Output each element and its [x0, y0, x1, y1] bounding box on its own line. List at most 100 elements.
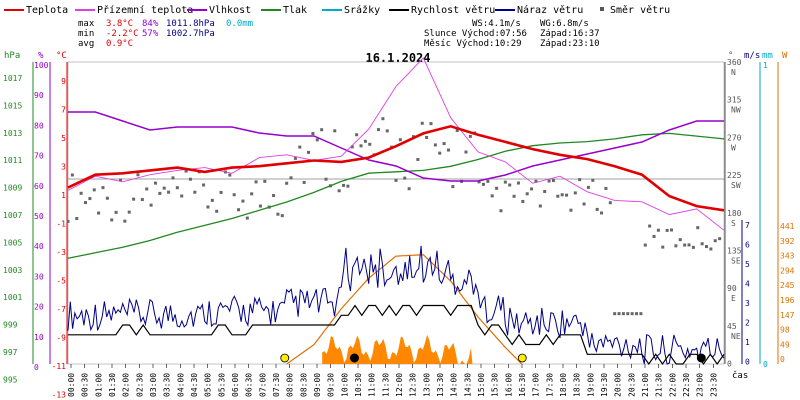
wind-direction-point	[250, 192, 254, 196]
wind-direction-point	[311, 132, 315, 136]
wind-direction-point	[446, 148, 450, 152]
wind-direction-point	[530, 187, 534, 191]
wind-direction-point	[613, 312, 617, 316]
tick-wind-dir-label: NE	[731, 332, 741, 341]
wind-direction-point	[363, 139, 367, 143]
tick-wind-speed: 3	[745, 299, 750, 308]
x-tick-label: 23:30	[709, 373, 718, 397]
x-tick-label: 04:00	[176, 373, 185, 397]
stat-wind-gust: WG:6.8m/s	[540, 19, 589, 29]
wind-direction-point	[578, 178, 582, 182]
stat-moon-rise: Měsíc Východ:10:29	[424, 39, 522, 49]
stat-min-temp: -2.2°C	[106, 29, 139, 39]
wind-direction-point	[188, 177, 192, 181]
x-tick-label: 06:00	[231, 373, 240, 397]
wind-direction-point	[639, 312, 643, 316]
sunrise-marker	[280, 353, 290, 363]
tick-humidity: 0	[34, 363, 39, 372]
tick-pressure: 997	[3, 348, 18, 357]
wind-direction-point	[538, 204, 542, 208]
x-tick-label: 02:30	[135, 373, 144, 397]
tick-temp: -7	[56, 305, 66, 314]
x-tick-label: 16:30	[518, 373, 527, 397]
x-tick-label: 07:30	[272, 373, 281, 397]
x-tick-label: 13:00	[422, 373, 431, 397]
wind-direction-point	[403, 176, 407, 180]
wind-direction-point	[433, 143, 437, 147]
tick-wind-dir-label: E	[731, 294, 736, 303]
wind-direction-point	[508, 183, 512, 187]
wind-direction-point	[661, 245, 665, 249]
x-tick-label: 22:00	[668, 373, 677, 397]
wind-direction-point	[368, 142, 372, 146]
x-tick-label: 21:00	[641, 373, 650, 397]
wind-direction-point	[280, 214, 284, 218]
x-tick-label: 09:30	[327, 373, 336, 397]
wind-direction-point	[215, 209, 219, 213]
tick-wind-speed: 1	[745, 338, 750, 347]
unit-ms: m/s	[744, 51, 760, 61]
wind-direction-point	[79, 191, 83, 195]
wind-direction-point	[696, 226, 700, 230]
wind-direction-point	[175, 186, 179, 190]
x-tick-label: 13:30	[436, 373, 445, 397]
unit-mm: mm	[762, 51, 773, 61]
x-tick-label: 15:30	[491, 373, 500, 397]
legend-label-smer-vetru: Směr větru	[610, 4, 670, 16]
x-tick-label: 18:30	[573, 373, 582, 397]
wind-direction-point	[110, 218, 114, 222]
tick-wind-speed: 6	[745, 241, 750, 250]
tick-humidity: 40	[34, 242, 44, 251]
wind-direction-point	[258, 204, 262, 208]
x-tick-label: 14:30	[463, 373, 472, 397]
tick-wind-dir: 360	[727, 58, 742, 67]
stat-sun-rise: Slunce Východ:07:56	[424, 29, 527, 39]
plot-frame	[67, 61, 725, 365]
tick-solar: 294	[780, 266, 795, 275]
wind-direction-point	[499, 209, 503, 213]
wind-direction-point	[451, 185, 455, 189]
x-tick-label: 08:30	[299, 373, 308, 397]
wind-direction-point	[617, 312, 621, 316]
wind-direction-point	[512, 194, 516, 198]
wind-direction-point	[66, 219, 70, 223]
legend-label-teplota: Teplota	[26, 5, 68, 16]
wind-direction-point	[630, 312, 634, 316]
wind-direction-point	[145, 187, 149, 191]
wind-direction-point	[83, 201, 87, 205]
wind-direction-point	[521, 199, 525, 203]
tick-humidity: 10	[34, 333, 44, 342]
x-tick-label: 08:00	[286, 373, 295, 397]
ground-temperature-line	[67, 57, 725, 231]
tick-wind-dir-label: S	[731, 219, 736, 228]
legend-label-rychlost-vetru: Rychlost větru	[411, 4, 495, 16]
wind-direction-point	[241, 199, 245, 203]
wind-direction-point	[127, 210, 131, 214]
x-tick-label: 00:00	[67, 373, 76, 397]
legend: Teplota Přízemní teplota Vlhkost Tlak Sr…	[4, 4, 670, 16]
wind-direction-point	[193, 190, 197, 194]
wind-direction-point	[600, 211, 604, 215]
wind-direction-point	[123, 219, 127, 223]
wind-direction-point	[691, 245, 695, 249]
x-tick-label: 03:00	[149, 373, 158, 397]
legend-label-prizemni-teplota: Přízemní teplota	[97, 4, 193, 16]
wind-direction-point	[595, 207, 599, 211]
x-tick-label: 10:00	[340, 373, 349, 397]
tick-wind-dir: 90	[727, 284, 737, 293]
sunset-marker	[517, 353, 527, 363]
wind-direction-point	[394, 178, 398, 182]
wind-direction-point	[359, 144, 363, 148]
tick-wind-dir: 45	[727, 322, 737, 331]
wind-direction-point	[670, 228, 674, 232]
wind-direction-point	[210, 198, 214, 202]
wind-direction-point	[477, 180, 481, 184]
x-tick-label: 20:00	[614, 373, 623, 397]
tick-temp: -1	[56, 220, 66, 229]
wind-direction-point	[709, 247, 713, 251]
tick-wind-dir-label: NW	[731, 106, 741, 115]
unit-w: W	[782, 51, 788, 61]
tick-humidity: 80	[34, 121, 44, 130]
tick-solar: 196	[780, 296, 795, 305]
wind-speed-line	[68, 304, 725, 366]
